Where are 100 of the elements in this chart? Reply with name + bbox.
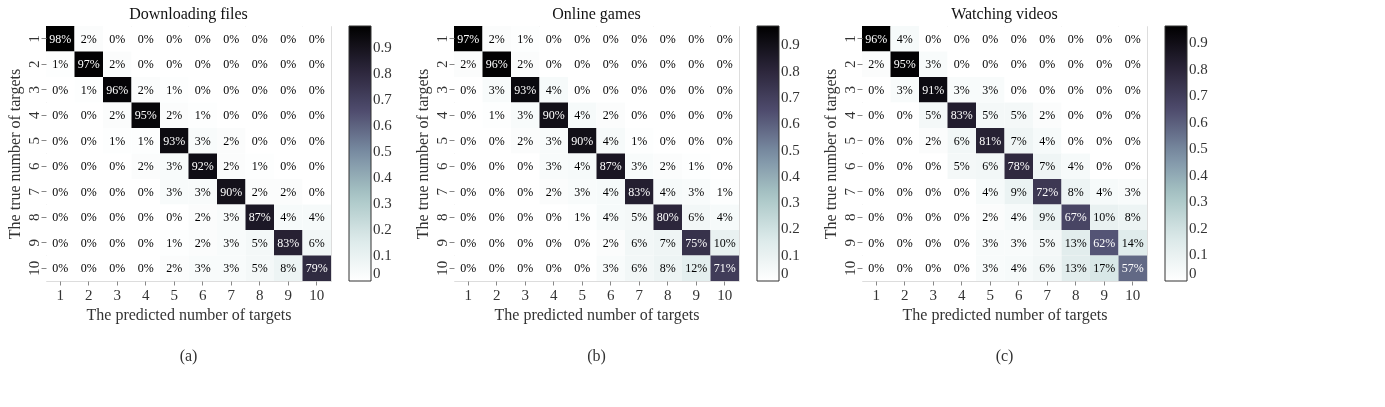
data-label: 3% [488, 82, 505, 97]
color-bar-label: 0 [373, 265, 381, 281]
data-label: 93% [514, 82, 537, 97]
data-label: 67% [1064, 210, 1087, 225]
y-tick-label: 10 [25, 260, 42, 276]
data-label: 3% [223, 210, 240, 225]
data-label: 0% [953, 261, 970, 276]
color-bar-label: 0.7 [373, 90, 393, 107]
data-label: 2% [223, 159, 240, 174]
data-label: 0% [716, 31, 733, 46]
data-label: 4% [280, 210, 297, 225]
data-label: 0% [1096, 133, 1113, 148]
data-label: 71% [713, 261, 736, 276]
y-tick-label: 4 [841, 111, 858, 119]
data-label: 4% [602, 133, 619, 148]
data-label: 0% [925, 261, 942, 276]
data-label: 62% [1093, 235, 1116, 250]
data-label: 3% [982, 261, 999, 276]
y-tick-label: 10 [841, 260, 858, 276]
data-label: 5% [631, 210, 648, 225]
x-tick-label: 7 [227, 286, 236, 303]
data-label: 0% [688, 133, 705, 148]
data-label: 80% [656, 210, 679, 225]
data-label: 0% [488, 159, 505, 174]
data-label: 0% [280, 159, 297, 174]
data-label: 3% [982, 82, 999, 97]
data-label: 2% [251, 184, 268, 199]
data-label: 0% [1124, 159, 1141, 174]
data-label: 0% [517, 235, 534, 250]
data-label: 8% [659, 261, 676, 276]
y-tick-label: 3 [25, 86, 42, 94]
data-label: 1% [52, 57, 69, 72]
data-label: 87% [599, 159, 622, 174]
data-label: 0% [460, 261, 477, 276]
data-label: 0% [1010, 57, 1027, 72]
data-label: 7% [1010, 133, 1027, 148]
data-label: 0% [308, 133, 325, 148]
color-bar-label: 0.8 [373, 64, 392, 81]
y-tick-label: 6 [25, 162, 42, 170]
data-label: 0% [953, 184, 970, 199]
color-bar-label: 0.9 [781, 36, 800, 53]
data-label: 78% [1007, 159, 1030, 174]
y-tick-label: 5 [841, 137, 858, 145]
color-bar-label: 0.5 [1189, 140, 1208, 157]
data-label: 0% [251, 82, 268, 97]
data-label: 12% [685, 261, 708, 276]
data-label: 0% [251, 57, 268, 72]
data-label: 83% [277, 235, 300, 250]
data-label: 2% [982, 210, 999, 225]
data-label: 3% [166, 184, 183, 199]
data-label: 0% [194, 57, 211, 72]
data-label: 0% [280, 133, 297, 148]
data-label: 0% [925, 31, 942, 46]
data-label: 0% [1067, 133, 1084, 148]
data-label: 0% [896, 261, 913, 276]
data-label: 4% [1067, 159, 1084, 174]
data-label: 95% [893, 57, 916, 72]
color-bar-label: 0.4 [781, 167, 801, 184]
x-tick-label: 3 [521, 286, 529, 303]
color-bar-label: 0 [1189, 265, 1197, 281]
data-label: 0% [488, 235, 505, 250]
data-label: 9% [1010, 184, 1027, 199]
data-label: 1% [688, 159, 705, 174]
data-label: 0% [1039, 57, 1056, 72]
data-label: 0% [896, 159, 913, 174]
data-label: 0% [868, 235, 885, 250]
data-label: 0% [194, 82, 211, 97]
data-label: 10% [1093, 210, 1116, 225]
data-label: 3% [223, 261, 240, 276]
y-tick-label: 7 [433, 187, 450, 196]
data-label: 1% [137, 133, 154, 148]
data-label: 0% [52, 184, 69, 199]
y-tick-label: 6 [841, 162, 858, 170]
data-label: 0% [517, 184, 534, 199]
color-bar-label: 0.8 [781, 62, 800, 79]
x-tick-label: 8 [664, 286, 672, 303]
text: (a) [179, 347, 198, 365]
data-label: 0% [688, 82, 705, 97]
color-bar-label: 0.3 [781, 194, 800, 211]
data-label: 0% [896, 235, 913, 250]
data-label: 0% [1096, 82, 1113, 97]
data-label: 2% [488, 31, 505, 46]
data-label: 0% [953, 31, 970, 46]
data-label: 3% [574, 184, 591, 199]
data-label: 0% [517, 159, 534, 174]
data-label: 93% [163, 133, 186, 148]
data-label: 2% [517, 133, 534, 148]
data-label: 4% [896, 31, 913, 46]
data-label: 4% [602, 210, 619, 225]
data-label: 0% [688, 108, 705, 123]
data-label: 0% [52, 261, 69, 276]
data-label: 6% [953, 133, 970, 148]
data-label: 0% [982, 57, 999, 72]
data-label: 3% [517, 108, 534, 123]
data-label: 0% [308, 57, 325, 72]
data-label: 0% [80, 210, 97, 225]
data-label: 0% [1124, 133, 1141, 148]
data-label: 1% [488, 108, 505, 123]
data-label: 0% [1067, 108, 1084, 123]
data-label: 87% [248, 210, 271, 225]
